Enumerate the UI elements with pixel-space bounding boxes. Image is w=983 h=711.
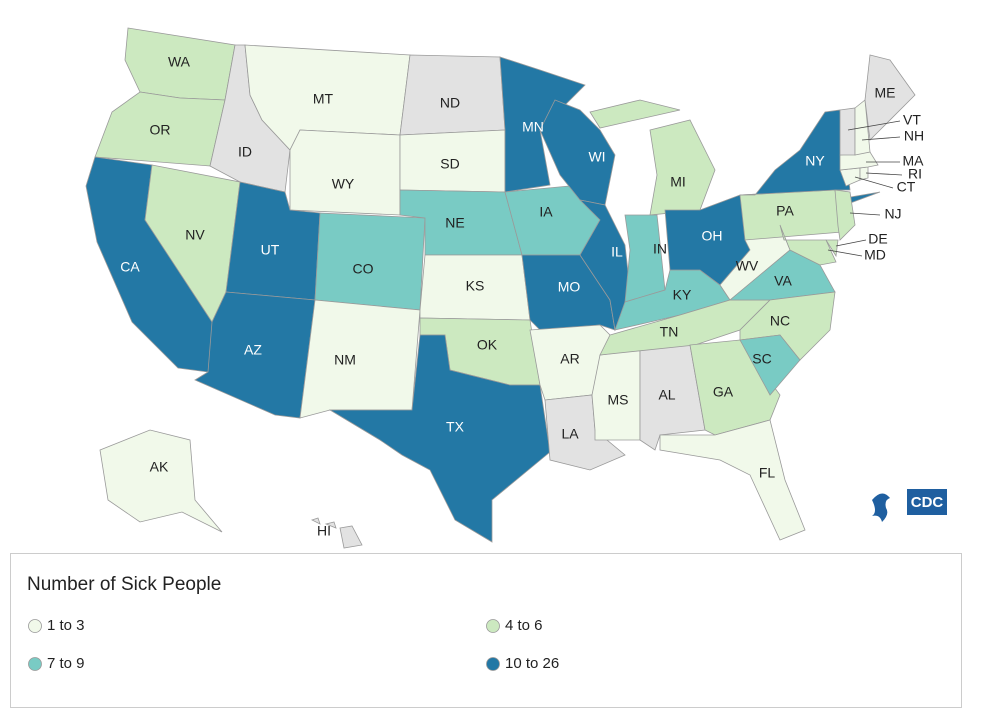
- state-shape: [739, 109, 851, 196]
- state-label: WY: [332, 176, 355, 192]
- state-shape: [825, 239, 839, 258]
- state-label: WV: [736, 258, 759, 274]
- legend-swatch: [486, 657, 500, 671]
- state-shape: [539, 99, 616, 206]
- state-label: RI: [908, 166, 922, 182]
- state-label: MO: [558, 279, 581, 295]
- legend: 1 to 3 4 to 6 7 to 9 10 to 26: [28, 617, 559, 672]
- state-label: AK: [150, 459, 169, 475]
- state-shape: [310, 517, 321, 525]
- logo-box: [907, 489, 947, 515]
- cdc-logo: CDC: [872, 489, 947, 522]
- legend-title: Number of Sick People: [27, 574, 221, 595]
- state-shape: [99, 429, 223, 533]
- state-label: VA: [774, 273, 792, 289]
- state-label: CT: [897, 179, 916, 195]
- leader-line: [847, 120, 901, 131]
- state-shape: [299, 299, 421, 419]
- legend-label: 7 to 9: [47, 655, 85, 672]
- legend-swatch: [28, 657, 42, 671]
- state-shape: [649, 119, 716, 216]
- state-label: CA: [120, 259, 140, 275]
- state-label: IA: [539, 204, 553, 220]
- leader-line: [861, 136, 901, 141]
- leader-line: [827, 249, 863, 257]
- legend-box: [10, 553, 962, 708]
- state-label: SC: [752, 351, 771, 367]
- state-label: ME: [875, 85, 896, 101]
- state-shape: [834, 189, 856, 241]
- state-label: AL: [658, 387, 675, 403]
- state-shape: [328, 334, 551, 543]
- state-label: SD: [440, 156, 459, 172]
- leader-line: [865, 172, 903, 176]
- state-shape: [624, 214, 666, 303]
- state-label: KS: [466, 278, 485, 294]
- state-label: MT: [313, 91, 334, 107]
- state-label: MN: [522, 119, 544, 135]
- state-label: IL: [611, 244, 623, 260]
- state-shape: [339, 525, 363, 549]
- state-label: DE: [868, 231, 887, 247]
- state-label: IN: [653, 241, 667, 257]
- state-label: OR: [150, 122, 171, 138]
- state-shape: [779, 224, 837, 266]
- state-label: NJ: [884, 206, 901, 222]
- state-label: OK: [477, 337, 498, 353]
- state-label: MD: [864, 247, 886, 263]
- state-label: OH: [702, 228, 723, 244]
- state-label: NH: [904, 128, 924, 144]
- state-labels: WA OR CA NV ID MT WY UT AZ CO NM ND SD NE KS OK TX MN IA MO…: [120, 54, 924, 539]
- state-label: ID: [238, 144, 252, 160]
- state-label: UT: [261, 242, 280, 258]
- state-label: MS: [608, 392, 629, 408]
- state-shape: [659, 419, 806, 541]
- state-label: HI: [317, 523, 331, 539]
- state-shape: [864, 54, 916, 141]
- state-label: TX: [446, 419, 465, 435]
- state-label: MI: [670, 174, 686, 190]
- state-label: NY: [805, 153, 825, 169]
- state-label: WA: [168, 54, 191, 70]
- state-label: LA: [561, 426, 579, 442]
- state-shape: [839, 107, 856, 156]
- state-label: WI: [588, 149, 605, 165]
- legend-label: 10 to 26: [505, 655, 559, 672]
- legend-swatch: [486, 619, 500, 633]
- state-label: VT: [903, 112, 921, 128]
- state-label: CO: [353, 261, 374, 277]
- leader-line: [835, 239, 867, 247]
- state-label: KY: [673, 287, 692, 303]
- state-label: GA: [713, 384, 734, 400]
- leader-line: [849, 212, 881, 216]
- state-label: NM: [334, 352, 356, 368]
- states: [85, 27, 916, 549]
- state-label: NE: [445, 215, 464, 231]
- state-label: TN: [660, 324, 679, 340]
- state-label: ND: [440, 95, 460, 111]
- legend-label: 1 to 3: [47, 617, 85, 634]
- legend-swatch: [28, 619, 42, 633]
- state-label: AR: [560, 351, 579, 367]
- state-label: NC: [770, 313, 790, 329]
- state-shape: [739, 334, 801, 396]
- state-label: MA: [903, 153, 925, 169]
- state-shape: [324, 521, 337, 529]
- leader-line: [854, 176, 894, 189]
- logo-text: CDC: [911, 494, 944, 511]
- state-shape: [859, 166, 869, 181]
- hhs-eagle: [872, 493, 890, 522]
- legend-label: 4 to 6: [505, 617, 543, 634]
- state-label: NV: [185, 227, 205, 243]
- state-shape: [589, 99, 681, 129]
- state-label: FL: [759, 465, 776, 481]
- state-shape: [289, 129, 401, 216]
- state-label: PA: [776, 203, 794, 219]
- state-label: AZ: [244, 342, 262, 358]
